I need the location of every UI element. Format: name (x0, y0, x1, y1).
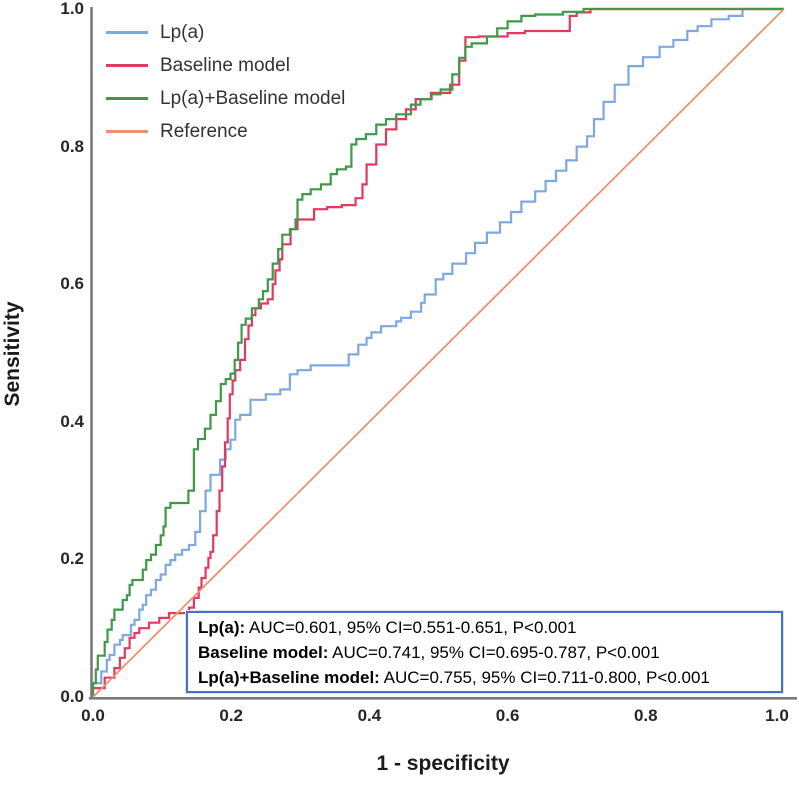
legend-item-baseline-model: Baseline model (106, 49, 345, 82)
roc-curve-reference (92, 8, 785, 698)
stats-text: AUC=0.601, 95% CI=0.551-0.651, P<0.001 (245, 617, 577, 637)
auc-stats-box: Lp(a): AUC=0.601, 95% CI=0.551-0.651, P<… (186, 611, 783, 693)
stats-line-lpa-plus-baseline-model: Lp(a)+Baseline model: AUC=0.755, 95% CI=… (198, 665, 771, 690)
y-tick-0.6: 0.6 (60, 274, 84, 294)
x-tick-0.0: 0.0 (81, 706, 105, 725)
legend-label: Lp(a) (160, 21, 205, 43)
roc-curve-lp-a-baseline-model (91, 7, 784, 697)
y-tick-0.0: 0.0 (60, 687, 84, 706)
roc-curves (91, 7, 785, 698)
roc-curve-lp-a- (91, 7, 784, 697)
legend-item-lpa: Lp(a) (106, 16, 345, 49)
x-tick-0.4: 0.4 (357, 706, 382, 725)
stats-line-lpa: Lp(a): AUC=0.601, 95% CI=0.551-0.651, P<… (198, 615, 771, 640)
legend: Lp(a) Baseline model Lp(a)+Baseline mode… (106, 16, 345, 148)
x-tick-0.8: 0.8 (633, 706, 658, 725)
legend-item-reference: Reference (106, 115, 345, 148)
x-tick-0.6: 0.6 (495, 706, 520, 725)
stats-line-baseline-model: Baseline model: AUC=0.741, 95% CI=0.695-… (198, 640, 771, 665)
legend-label: Baseline model (160, 54, 290, 76)
y-tick-0.2: 0.2 (60, 549, 84, 569)
legend-label: Lp(a)+Baseline model (160, 87, 346, 109)
y-tick-0.8: 0.8 (60, 136, 84, 156)
y-tick-1.0: 1.0 (60, 0, 84, 18)
x-axis-title: 1 - specificity (376, 752, 510, 775)
stats-label: Lp(a)+Baseline model: (198, 667, 380, 687)
stats-text: AUC=0.755, 95% CI=0.711-0.800, P<0.001 (379, 667, 710, 687)
reference-line-swatch-icon (106, 130, 148, 133)
baseline-line-swatch-icon (106, 64, 148, 67)
stats-label: Lp(a): (198, 617, 246, 637)
stats-text: AUC=0.741, 95% CI=0.695-0.787, P<0.001 (328, 642, 660, 662)
combined-line-swatch-icon (106, 97, 148, 100)
lpa-line-swatch-icon (106, 31, 148, 34)
legend-label: Reference (160, 120, 248, 142)
axis-lines (89, 7, 797, 700)
x-tick-0.2: 0.2 (219, 706, 243, 725)
stats-label: Baseline model: (198, 642, 329, 662)
y-tick-0.4: 0.4 (60, 411, 84, 431)
x-tick-1.0: 1.0 (765, 706, 789, 725)
legend-item-lpa-plus-baseline-model: Lp(a)+Baseline model (106, 82, 345, 115)
y-axis-title: Sensitivity (1, 301, 24, 407)
